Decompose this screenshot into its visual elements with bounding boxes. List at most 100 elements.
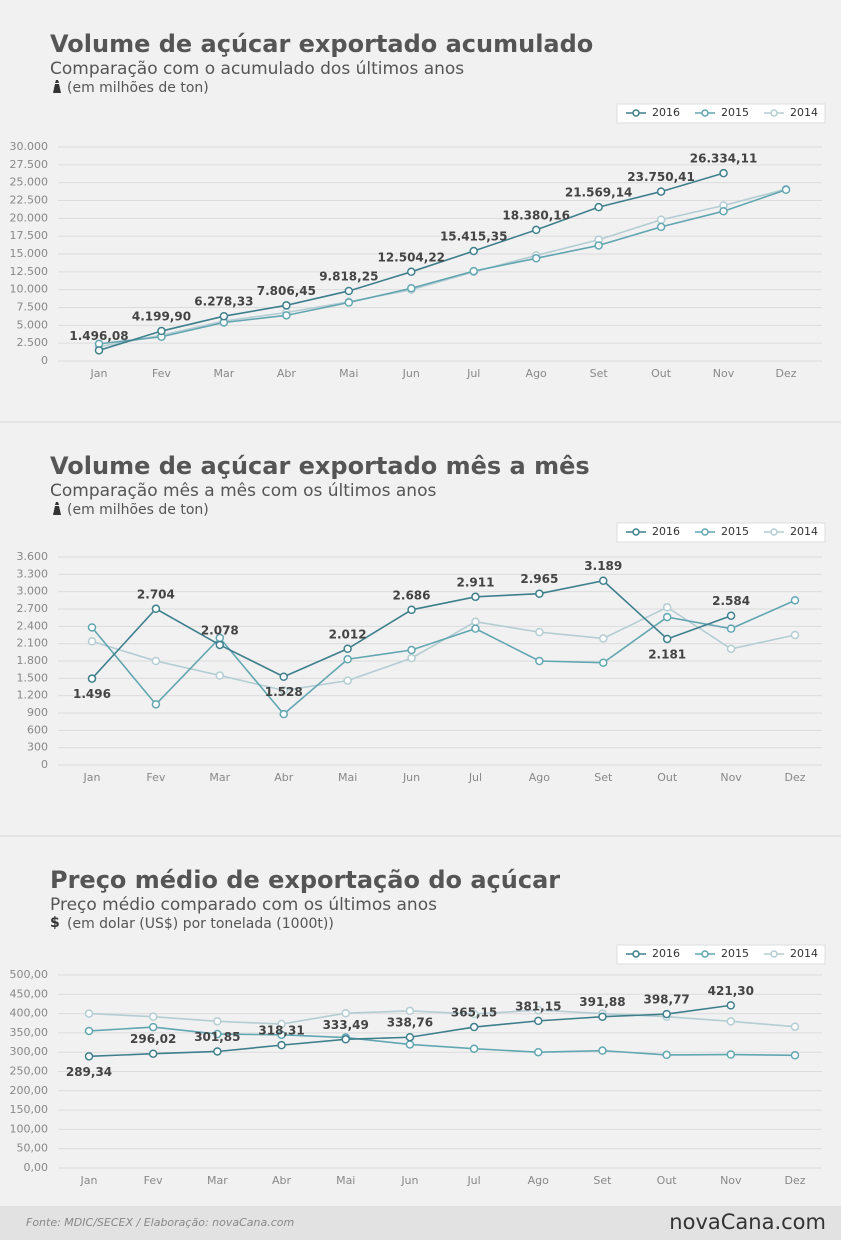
logo: novaCana.com bbox=[669, 1210, 826, 1234]
legend-marker bbox=[770, 109, 778, 117]
y-tick-label: 2.700 bbox=[17, 602, 49, 615]
data-point bbox=[656, 187, 666, 196]
legend-marker bbox=[770, 528, 778, 536]
y-tick-label: 250,00 bbox=[10, 1065, 49, 1078]
x-tick-label: Set bbox=[590, 367, 609, 380]
data-point bbox=[781, 185, 791, 195]
x-tick-label: Jul bbox=[466, 367, 480, 380]
x-tick-label: Out bbox=[657, 771, 678, 784]
data-point bbox=[277, 1040, 286, 1050]
x-tick-label: Abr bbox=[277, 367, 297, 380]
y-tick-label: 5.000 bbox=[17, 318, 49, 331]
data-point bbox=[656, 215, 666, 225]
data-label: 21.569,14 bbox=[565, 186, 633, 200]
data-label: 391,88 bbox=[579, 995, 625, 1009]
chart-subtitle: Preço médio comparado com os últimos ano… bbox=[50, 895, 437, 915]
data-point bbox=[599, 658, 608, 667]
data-point bbox=[84, 1009, 94, 1018]
data-point bbox=[726, 644, 736, 654]
data-point bbox=[277, 1019, 286, 1029]
data-label: 26.334,11 bbox=[690, 152, 758, 166]
data-point bbox=[407, 283, 416, 293]
legend-label: 2015 bbox=[721, 525, 749, 538]
data-point bbox=[790, 1051, 800, 1060]
data-label: 12.504,22 bbox=[377, 250, 445, 264]
x-tick-label: Mai bbox=[338, 771, 357, 784]
data-point bbox=[469, 266, 478, 276]
data-point bbox=[790, 630, 800, 640]
source: Fonte: MDIC/SECEX / Elaboração: novaCana… bbox=[26, 1216, 294, 1229]
x-tick-label: Jul bbox=[466, 1174, 480, 1187]
y-tick-label: 600 bbox=[27, 723, 48, 736]
x-tick-label: Jan bbox=[90, 367, 108, 380]
data-point bbox=[215, 671, 225, 680]
data-point bbox=[405, 1040, 415, 1049]
data-label: 4.199,90 bbox=[132, 310, 191, 324]
data-point bbox=[594, 202, 603, 212]
legend-label: 2016 bbox=[652, 947, 680, 960]
legend-label: 2016 bbox=[652, 525, 680, 538]
x-tick-label: Ago bbox=[528, 1174, 550, 1187]
x-tick-label: Nov bbox=[713, 367, 735, 380]
y-tick-label: 0 bbox=[41, 354, 48, 367]
data-label: 398,77 bbox=[643, 993, 689, 1007]
data-label: 338,76 bbox=[387, 1016, 433, 1030]
data-label: 9.818,25 bbox=[319, 269, 378, 283]
x-tick-label: Nov bbox=[720, 1174, 742, 1187]
unit-icon bbox=[53, 80, 61, 93]
x-tick-label: Mai bbox=[339, 367, 358, 380]
y-tick-label: 7.500 bbox=[17, 301, 49, 314]
data-label: 2.584 bbox=[712, 594, 750, 608]
y-tick-label: 1.500 bbox=[17, 671, 49, 684]
data-point bbox=[534, 1016, 543, 1026]
data-label: 23.750,41 bbox=[627, 170, 695, 184]
data-label: 381,15 bbox=[515, 999, 561, 1013]
x-tick-label: Mar bbox=[214, 367, 235, 380]
legend-marker bbox=[770, 950, 778, 958]
legend-marker bbox=[632, 109, 640, 117]
data-point bbox=[535, 656, 544, 666]
y-tick-label: 500,00 bbox=[10, 968, 49, 981]
data-point bbox=[790, 596, 800, 605]
data-point bbox=[662, 634, 672, 644]
x-tick-label: Fev bbox=[152, 367, 171, 380]
unit-icon bbox=[53, 502, 61, 515]
legend-label: 2015 bbox=[721, 106, 749, 119]
data-point bbox=[531, 225, 541, 235]
legend-label: 2014 bbox=[790, 525, 818, 538]
legend-label: 2014 bbox=[790, 947, 818, 960]
data-point bbox=[726, 1001, 736, 1010]
y-tick-label: 0 bbox=[41, 758, 48, 771]
data-label: 3.189 bbox=[584, 559, 622, 573]
data-point bbox=[662, 612, 672, 622]
data-point bbox=[469, 1009, 479, 1019]
y-tick-label: 200,00 bbox=[10, 1084, 49, 1097]
legend-marker bbox=[701, 528, 709, 536]
data-label: 2.181 bbox=[648, 647, 686, 661]
data-point bbox=[151, 700, 161, 709]
series-line bbox=[91, 599, 796, 716]
y-tick-label: 400,00 bbox=[10, 1007, 49, 1020]
data-point bbox=[656, 222, 666, 232]
x-tick-label: Mar bbox=[207, 1174, 228, 1187]
data-point bbox=[94, 346, 104, 355]
data-point bbox=[531, 254, 541, 263]
data-label: 318,31 bbox=[258, 1024, 304, 1038]
x-tick-label: Out bbox=[657, 1174, 678, 1187]
data-label: 301,85 bbox=[194, 1030, 240, 1044]
y-tick-label: 30.000 bbox=[10, 140, 49, 153]
data-label: 421,30 bbox=[708, 984, 754, 998]
data-point bbox=[407, 653, 416, 663]
legend-label: 2014 bbox=[790, 106, 818, 119]
data-point bbox=[471, 624, 480, 633]
data-point bbox=[87, 637, 97, 646]
data-point bbox=[344, 286, 354, 296]
y-tick-label: 0,00 bbox=[24, 1161, 49, 1174]
data-point bbox=[341, 1035, 350, 1044]
x-tick-label: Fev bbox=[146, 771, 165, 784]
x-tick-label: Ago bbox=[529, 771, 551, 784]
data-point bbox=[87, 674, 97, 683]
y-tick-label: 300 bbox=[27, 741, 48, 754]
x-tick-label: Mai bbox=[336, 1174, 355, 1187]
data-point bbox=[598, 1046, 607, 1055]
